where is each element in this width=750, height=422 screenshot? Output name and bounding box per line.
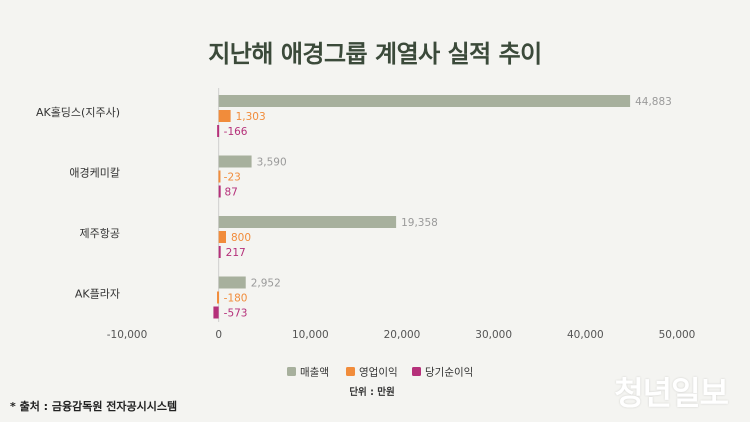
x-tick-label: 30,000 bbox=[475, 329, 512, 341]
category-label: 애경케미칼 bbox=[69, 167, 120, 180]
unit-label: 단위 : 만원 bbox=[349, 386, 394, 398]
x-tick-label: 0 bbox=[215, 329, 222, 341]
bar-0-3 bbox=[218, 276, 246, 289]
x-tick-label: 20,000 bbox=[384, 329, 421, 341]
data-label: -23 bbox=[224, 172, 241, 184]
category-label: 제주항공 bbox=[80, 227, 120, 240]
legend-swatch bbox=[412, 367, 421, 376]
x-tick-label: 40,000 bbox=[567, 329, 604, 341]
legend-label: 매출액 bbox=[300, 367, 329, 379]
x-tick-label: 50,000 bbox=[659, 329, 696, 341]
data-label: 217 bbox=[226, 247, 246, 259]
category-label: AK플라자 bbox=[75, 288, 120, 301]
bar-1-0 bbox=[218, 110, 231, 122]
bar-1-2 bbox=[218, 231, 226, 243]
legend-swatch bbox=[346, 367, 355, 376]
data-label: 800 bbox=[231, 232, 251, 244]
legend-swatch bbox=[287, 367, 296, 376]
source-note: * 출처 : 금융감독원 전자공시시스템 bbox=[10, 400, 178, 413]
data-label: -166 bbox=[224, 126, 248, 138]
data-label: 87 bbox=[224, 187, 237, 199]
bar-2-2 bbox=[218, 246, 221, 258]
bar-1-3 bbox=[217, 291, 220, 304]
data-label: 3,590 bbox=[257, 157, 287, 169]
legend-label: 당기순이익 bbox=[425, 367, 473, 379]
bar-1-1 bbox=[218, 170, 221, 183]
x-tick-label: -10,000 bbox=[107, 329, 148, 341]
bar-2-0 bbox=[217, 125, 220, 137]
data-label: 44,883 bbox=[635, 96, 672, 108]
data-label: 1,303 bbox=[236, 111, 266, 123]
data-label: -180 bbox=[224, 293, 248, 305]
data-label: 19,358 bbox=[401, 217, 438, 229]
data-label: -573 bbox=[224, 308, 248, 320]
publisher-logo: 청년일보 bbox=[614, 374, 729, 412]
bar-0-2 bbox=[218, 216, 397, 228]
category-label: AK홀딩스(지주사) bbox=[36, 106, 120, 119]
bar-2-3 bbox=[213, 306, 219, 319]
legend-label: 영업이익 bbox=[359, 366, 398, 379]
bar-0-0 bbox=[218, 95, 631, 107]
bar-2-1 bbox=[218, 185, 221, 198]
chart-title: 지난해 애경그룹 계열사 실적 추이 bbox=[208, 40, 542, 68]
bar-0-1 bbox=[218, 155, 252, 168]
data-label: 2,952 bbox=[251, 278, 281, 290]
x-tick-label: 10,000 bbox=[292, 329, 329, 341]
